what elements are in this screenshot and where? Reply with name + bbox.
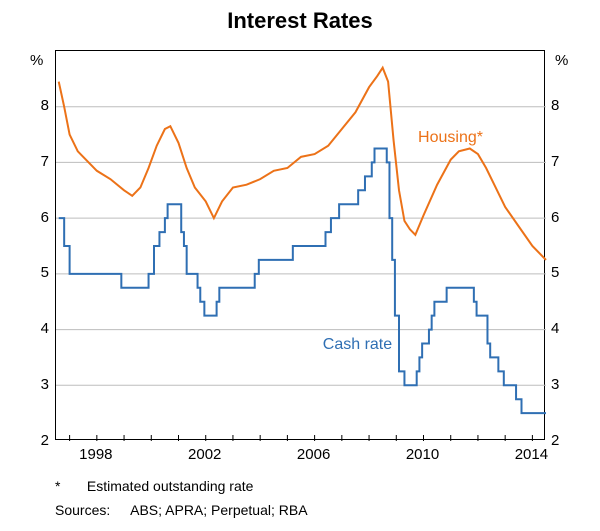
y-tick-left: 7 <box>41 153 49 170</box>
x-tick-label: 1998 <box>79 446 112 463</box>
footnote: * Estimated outstanding rate <box>55 478 253 494</box>
y-tick-left: 4 <box>41 320 49 337</box>
plot-area: Housing* Cash rate <box>55 50 545 440</box>
housing-label: Housing* <box>418 129 483 147</box>
x-tick-label: 2014 <box>515 446 548 463</box>
x-tick-label: 2002 <box>188 446 221 463</box>
housing-line <box>59 68 546 260</box>
y-unit-left: % <box>30 52 43 69</box>
y-tick-right: 2 <box>551 432 559 449</box>
sources-label: Sources: <box>55 502 127 518</box>
x-tick-label: 2010 <box>406 446 439 463</box>
y-tick-right: 3 <box>551 376 559 393</box>
plot-svg <box>56 51 546 441</box>
footnote-text: Estimated outstanding rate <box>87 478 254 494</box>
y-tick-left: 2 <box>41 432 49 449</box>
chart-title: Interest Rates <box>0 8 600 34</box>
x-tick-label: 2006 <box>297 446 330 463</box>
sources-text: ABS; APRA; Perpetual; RBA <box>130 502 307 518</box>
footnote-marker: * <box>55 478 83 494</box>
interest-rates-chart: Interest Rates % % Housing* Cash rate * E… <box>0 0 600 531</box>
y-tick-right: 8 <box>551 97 559 114</box>
sources-line: Sources: ABS; APRA; Perpetual; RBA <box>55 502 308 518</box>
y-tick-left: 3 <box>41 376 49 393</box>
y-tick-left: 6 <box>41 209 49 226</box>
cash-rate-line <box>59 149 546 414</box>
cash-rate-label: Cash rate <box>323 336 392 354</box>
y-tick-left: 8 <box>41 97 49 114</box>
y-tick-right: 7 <box>551 153 559 170</box>
y-tick-left: 5 <box>41 264 49 281</box>
y-tick-right: 6 <box>551 209 559 226</box>
y-tick-right: 4 <box>551 320 559 337</box>
y-unit-right: % <box>555 52 568 69</box>
y-tick-right: 5 <box>551 264 559 281</box>
